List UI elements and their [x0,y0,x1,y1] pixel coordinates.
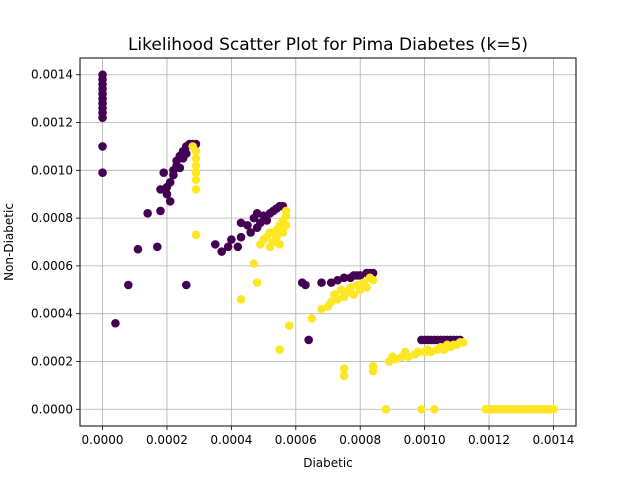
scatter-point [233,242,243,252]
chart-title: Likelihood Scatter Plot for Pima Diabete… [128,35,528,55]
series-1-points [188,142,558,414]
scatter-point [223,242,233,252]
y-tick-label: 0.0006 [31,259,73,273]
scatter-point [549,404,558,414]
series-0-points [98,70,465,345]
scatter-point [413,347,423,357]
scatter-point [349,290,359,299]
scatter-point [381,404,391,414]
x-tick-label: 0.0002 [146,433,188,447]
scatter-point [362,283,371,292]
scatter-point [210,240,220,249]
y-tick-label: 0.0012 [31,116,73,130]
scatter-point [272,232,281,242]
scatter-point [191,146,201,156]
scatter-point [162,189,172,199]
scatter-point [275,240,284,249]
scatter-point [368,275,378,285]
x-tick-label: 0.0010 [404,433,446,447]
scatter-point [426,347,436,357]
y-tick-label: 0.0008 [31,211,73,225]
scatter-point [191,154,201,163]
y-tick-label: 0.0010 [31,163,73,177]
x-tick-label: 0.0012 [468,433,510,447]
scatter-point [304,335,313,345]
x-tick-label: 0.0008 [339,433,381,447]
scatter-point [368,366,378,376]
scatter-point [191,161,201,170]
scatter-point [124,280,133,290]
scatter-point [417,404,426,414]
scatter-point [111,318,120,328]
scatter-point [159,168,169,177]
scatter-point [217,247,227,256]
scatter-point [181,149,191,158]
scatter-point [165,177,175,187]
scatter-point [98,113,107,123]
scatter-point [143,209,152,218]
scatter-point [227,235,236,244]
scatter-point [191,185,201,194]
scatter-point [278,228,288,237]
scatter-point [175,163,185,173]
y-axis-title: Non-Diabetic [2,203,16,281]
scatter-point [191,175,201,185]
scatter-point [191,230,201,240]
grid-lines [80,58,576,426]
x-tick-label: 0.0006 [275,433,317,447]
scatter-point [256,218,265,228]
scatter-point [285,321,294,330]
scatter-point [246,228,255,237]
scatter-point [275,345,284,354]
scatter-point [262,216,272,225]
scatter-point [249,259,259,268]
scatter-point [301,280,310,290]
scatter-point [98,168,107,177]
scatter-point [236,295,246,304]
scatter-point [181,280,191,290]
scatter-point [339,371,349,381]
y-tick-label: 0.0000 [31,402,73,416]
scatter-point [156,206,165,216]
x-axis-ticks: 0.0000 0.0002 0.0004 0.0006 0.0008 0.0010 0.00… [82,426,574,447]
y-axis-ticks: 0.0000 0.0002 0.0004 0.0006 0.0008 0.0010 0.00… [31,68,80,416]
scatter-point [165,197,175,206]
x-tick-label: 0.0014 [532,433,574,447]
y-tick-label: 0.0004 [31,307,73,321]
scatter-point [317,278,326,287]
y-tick-label: 0.0002 [31,354,73,368]
scatter-point [98,142,107,151]
scatter-point [339,364,349,373]
scatter-point [281,220,291,230]
x-tick-label: 0.0000 [82,433,124,447]
scatter-point [243,220,252,230]
scatter-point [153,242,162,252]
scatter-point [252,278,262,287]
scatter-point [191,168,201,177]
scatter-point [339,273,349,283]
scatter-point [429,404,439,414]
scatter-point [133,244,143,254]
x-axis-title: Diabetic [303,456,353,470]
scatter-point [458,338,468,347]
x-tick-label: 0.0004 [210,433,252,447]
plot-frame [79,57,577,427]
scatter-point [236,232,246,242]
scatter-point [281,206,291,216]
y-tick-label: 0.0014 [31,68,73,82]
data-points [98,70,558,414]
scatter-point [307,314,317,323]
